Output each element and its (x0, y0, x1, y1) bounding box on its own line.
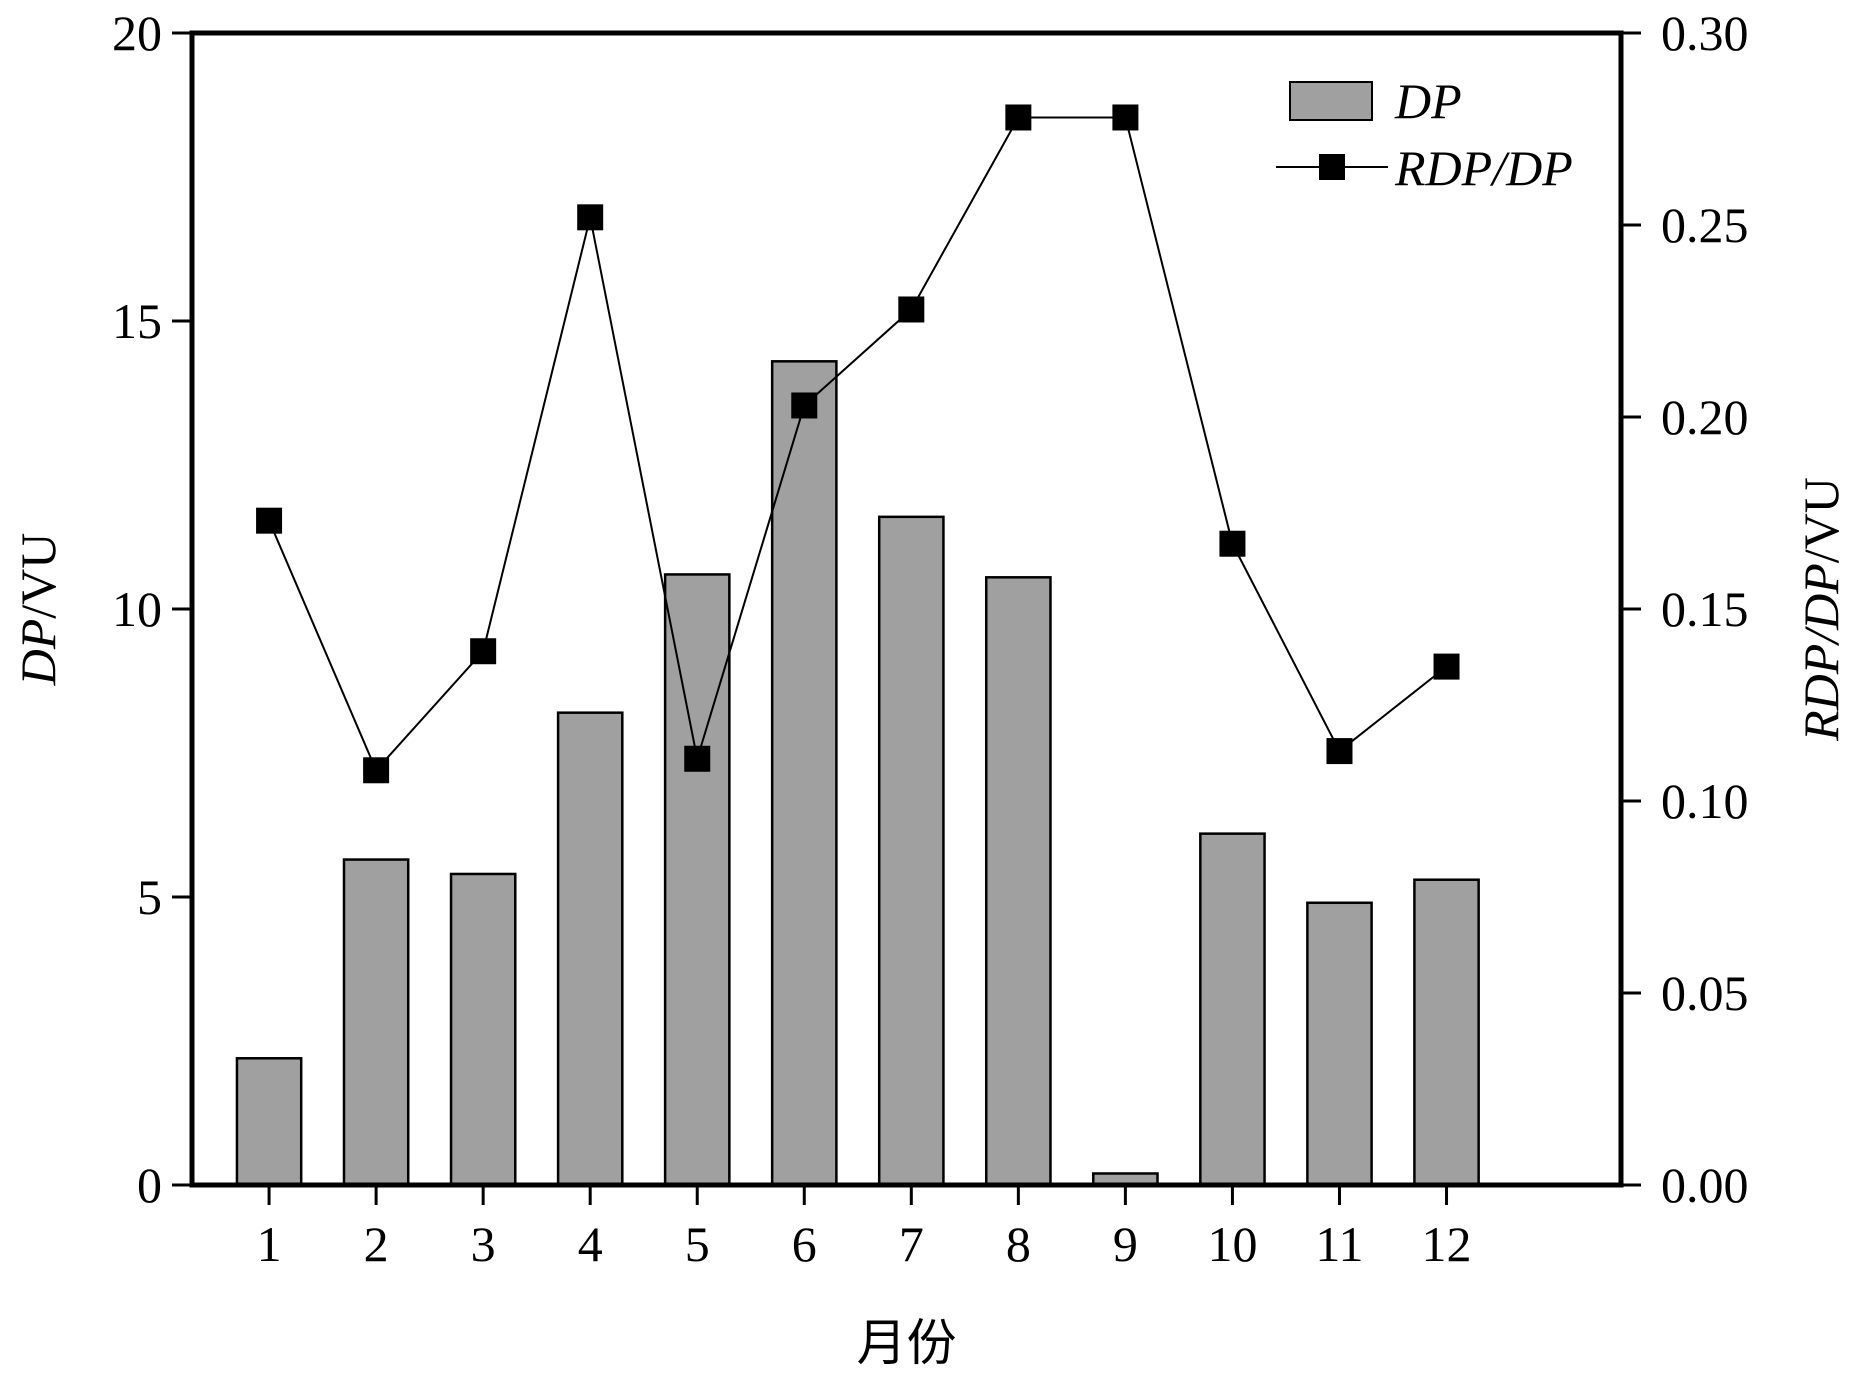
rdp-dp-marker-month-4 (577, 204, 604, 231)
bar-month-12 (1413, 878, 1480, 1187)
y-axis-left-title: DP/VU (10, 533, 66, 687)
bar-month-1 (235, 1057, 303, 1187)
y-axis-right-title: RDP/DP/VU (1793, 477, 1849, 742)
rdp-dp-marker-month-10 (1219, 530, 1246, 557)
y-axis-right-title-italic: RDP/DP (1793, 563, 1849, 742)
y-right-tick-label: 0.15 (1661, 581, 1749, 637)
bar-month-4 (556, 711, 624, 1187)
y-right-tick-label: 0.20 (1661, 389, 1749, 445)
x-tick-label-10: 10 (1207, 1216, 1257, 1272)
rdp-dp-marker-month-2 (363, 757, 390, 784)
y-left-tick-label: 0 (137, 1157, 162, 1213)
bar-month-7 (877, 515, 945, 1187)
x-tick-label-2: 2 (364, 1216, 389, 1272)
rdp-dp-marker-month-1 (256, 507, 283, 534)
bar-month-10 (1199, 832, 1266, 1187)
legend-rdp-label: RDP/DP (1394, 140, 1573, 196)
x-tick-label-1: 1 (257, 1216, 282, 1272)
y-left-tick-label: 20 (112, 5, 162, 61)
legend-dp-label: DP (1394, 73, 1462, 129)
x-tick-label-7: 7 (899, 1216, 924, 1272)
legend-rdp-marker (1319, 154, 1345, 180)
rdp-dp-marker-month-11 (1326, 738, 1353, 765)
rdp-dp-marker-month-12 (1433, 653, 1460, 680)
x-tick-label-6: 6 (792, 1216, 817, 1272)
x-tick-label-3: 3 (471, 1216, 496, 1272)
rdp-dp-marker-month-9 (1112, 104, 1139, 131)
rdp-dp-marker-month-8 (1005, 104, 1032, 131)
y-left-tick-label: 5 (137, 869, 162, 925)
y-axis-left-title-unit: /VU (10, 533, 66, 619)
rdp-dp-marker-month-7 (898, 296, 925, 323)
bar-month-11 (1306, 901, 1373, 1187)
y-right-tick-label: 0.00 (1661, 1157, 1749, 1213)
bar-month-6 (770, 360, 838, 1187)
bars-layer (235, 360, 1480, 1187)
bar-month-3 (449, 872, 517, 1187)
rdp-dp-line (268, 116, 1448, 773)
rdp-dp-marker-month-6 (791, 392, 818, 419)
bar-month-2 (342, 858, 410, 1187)
y-right-tick-label: 0.25 (1661, 197, 1749, 253)
y-left-tick-label: 15 (112, 293, 162, 349)
legend: DP RDP/DP (1276, 73, 1573, 196)
y-left-tick-label: 10 (112, 581, 162, 637)
y-axis-right-title-unit: /VU (1793, 477, 1849, 563)
x-tick-label-5: 5 (685, 1216, 710, 1272)
bar-month-5 (663, 573, 731, 1187)
x-tick-label-12: 12 (1422, 1216, 1472, 1272)
y-right-tick-label: 0.30 (1661, 5, 1749, 61)
x-tick-label-9: 9 (1113, 1216, 1138, 1272)
x-tick-label-11: 11 (1315, 1216, 1363, 1272)
x-tick-label-8: 8 (1006, 1216, 1031, 1272)
rdp-dp-marker-month-5 (684, 745, 711, 772)
x-tick-label-4: 4 (578, 1216, 603, 1272)
y-axis-left-title-italic: DP (10, 619, 66, 687)
line-layer (256, 104, 1460, 784)
y-right-tick-label: 0.10 (1661, 773, 1749, 829)
x-axis-title: 月份 (857, 1315, 957, 1371)
legend-dp-swatch (1289, 81, 1373, 121)
rdp-dp-marker-month-3 (470, 638, 497, 665)
bar-month-8 (984, 576, 1052, 1187)
y-right-tick-label: 0.05 (1661, 965, 1749, 1021)
